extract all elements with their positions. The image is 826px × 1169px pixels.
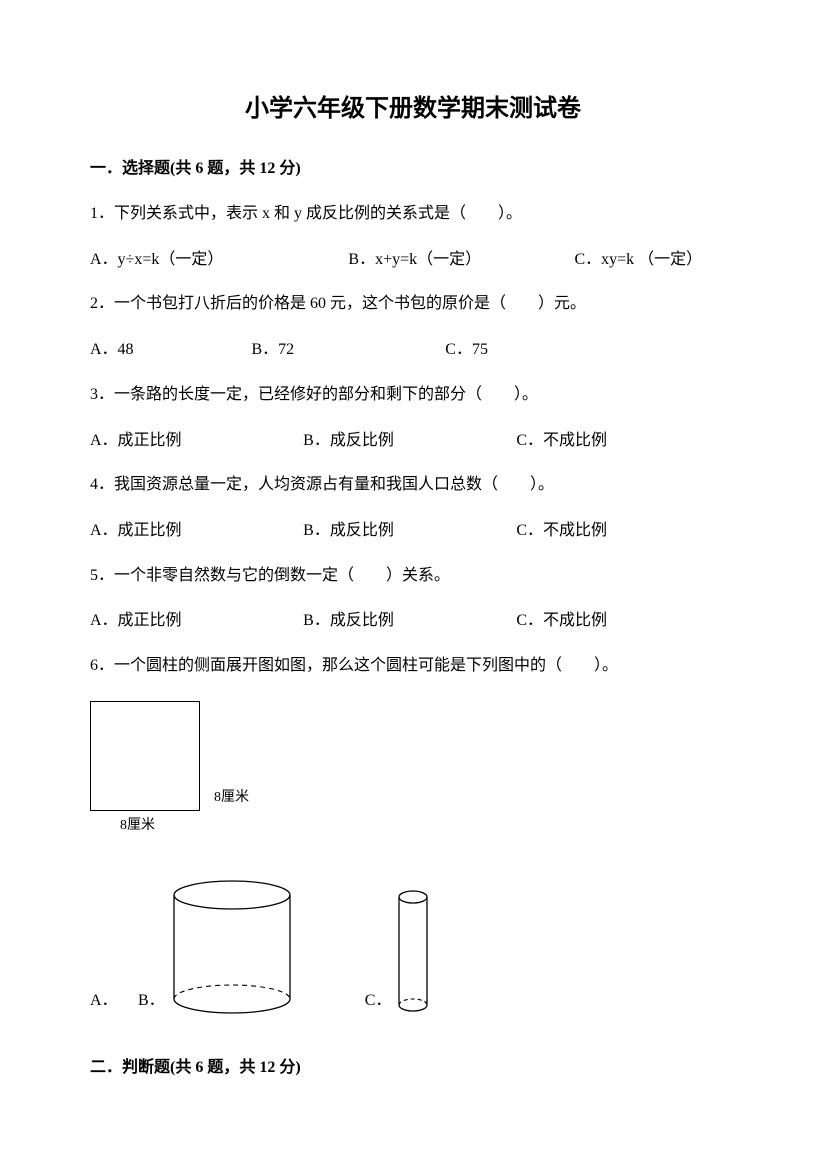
q6-cylinders: A． B． C． <box>90 877 736 1017</box>
q6-optC: C． <box>365 988 392 1014</box>
q5-optC: C．不成比例 <box>516 608 729 634</box>
square-label-right: 8厘米 <box>214 787 249 809</box>
q3-options: A．成正比例 B．成反比例 C．不成比例 <box>90 428 736 454</box>
q3-optA: A．成正比例 <box>90 428 303 454</box>
q1-optA: A．y÷x=k（一定） <box>90 247 348 273</box>
q6-text: 6．一个圆柱的侧面展开图如图，那么这个圆柱可能是下列图中的（ ）。 <box>90 652 736 681</box>
q5-optB: B．成反比例 <box>303 608 516 634</box>
q4-optA: A．成正比例 <box>90 518 303 544</box>
q4-text: 4．我国资源总量一定，人均资源占有量和我国人口总数（ ）。 <box>90 471 736 500</box>
q2-optB: B．72 <box>252 337 446 363</box>
q4-optB: B．成反比例 <box>303 518 516 544</box>
q3-optC: C．不成比例 <box>516 428 729 454</box>
q4-optC: C．不成比例 <box>516 518 729 544</box>
q1-optC: C．xy=k （一定） <box>574 247 736 273</box>
q6-optA: A． <box>90 988 118 1014</box>
q2-text: 2．一个书包打八折后的价格是 60 元，这个书包的原价是（ ）元。 <box>90 290 736 319</box>
q4-options: A．成正比例 B．成反比例 C．不成比例 <box>90 518 736 544</box>
q6-cyl-c: C． <box>365 887 432 1017</box>
q3-text: 3．一条路的长度一定，已经修好的部分和剩下的部分（ ）。 <box>90 381 736 410</box>
cylinder-c-icon <box>395 887 431 1017</box>
q2-optC: C．75 <box>445 337 607 363</box>
section2-header: 二．判断题(共 6 题，共 12 分) <box>90 1055 736 1081</box>
cylinder-b-icon <box>169 877 295 1017</box>
q5-text: 5．一个非零自然数与它的倒数一定（ ）关系。 <box>90 562 736 591</box>
q1-text: 1．下列关系式中，表示 x 和 y 成反比例的关系式是（ ）。 <box>90 200 736 229</box>
q2-optA: A．48 <box>90 337 252 363</box>
q3-optB: B．成反比例 <box>303 428 516 454</box>
square-label-bottom: 8厘米 <box>120 815 736 837</box>
page-title: 小学六年级下册数学期末测试卷 <box>90 90 736 128</box>
q6-cyl-b: B． <box>138 877 295 1017</box>
q6-square-figure: 8厘米 8厘米 <box>90 701 736 837</box>
q5-options: A．成正比例 B．成反比例 C．不成比例 <box>90 608 736 634</box>
q1-optB: B．x+y=k（一定） <box>348 247 574 273</box>
section1-header: 一．选择题(共 6 题，共 12 分) <box>90 156 736 182</box>
square-shape <box>90 701 200 811</box>
q1-options: A．y÷x=k（一定） B．x+y=k（一定） C．xy=k （一定） <box>90 247 736 273</box>
q2-options: A．48 B．72 C．75 <box>90 337 736 363</box>
q6-optB: B． <box>138 988 165 1014</box>
q5-optA: A．成正比例 <box>90 608 303 634</box>
